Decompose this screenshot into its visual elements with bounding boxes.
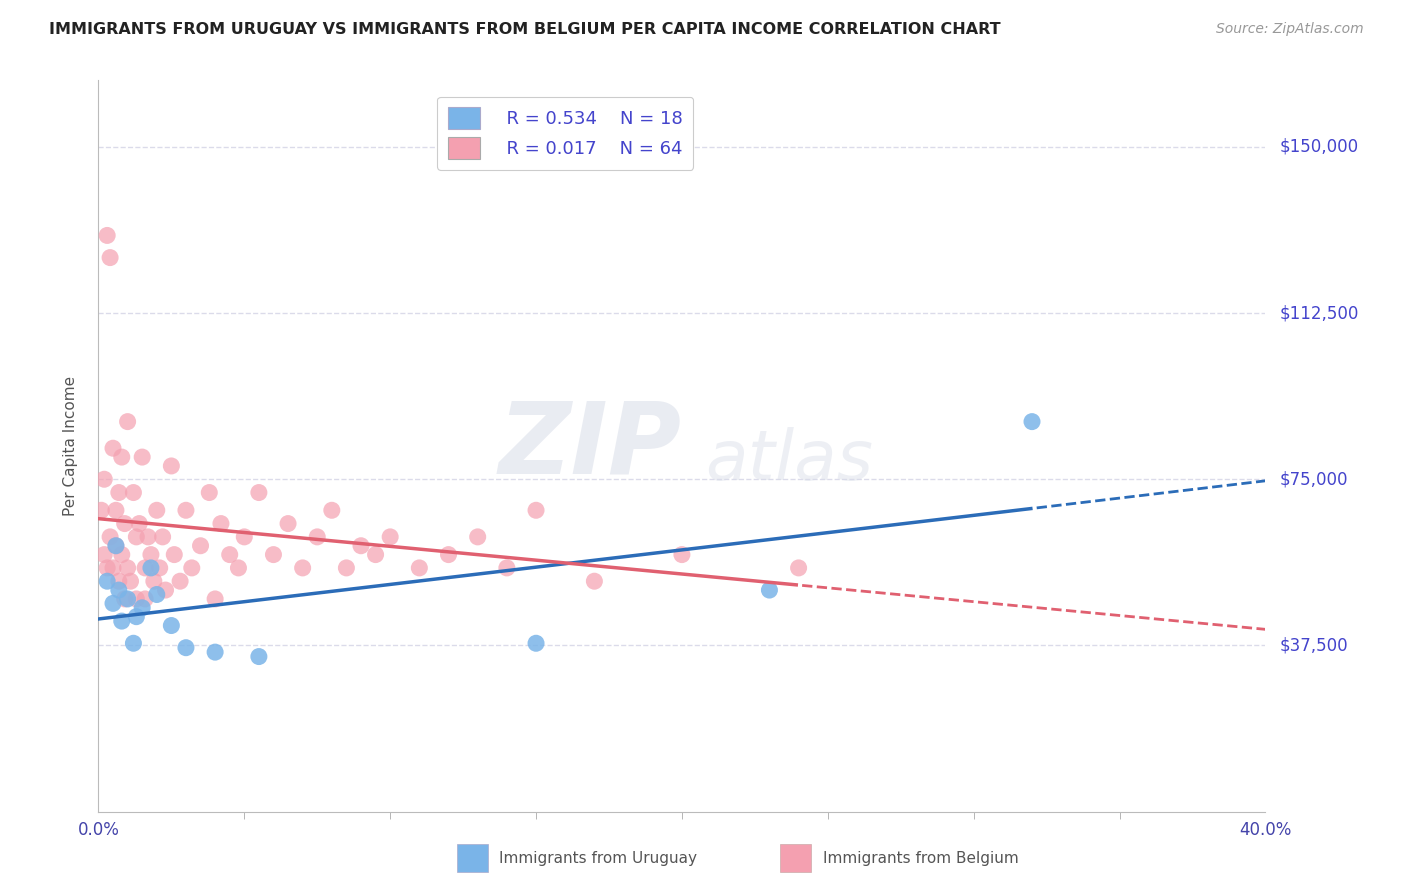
Point [139, 561, 162, 575]
Legend:   R = 0.534    N = 18,   R = 0.017    N = 64: R = 0.534 N = 18, R = 0.017 N = 64 [437, 96, 693, 169]
Point [524, 636, 547, 650]
Point [90, 503, 112, 517]
Point [120, 574, 142, 589]
Point [117, 591, 139, 606]
Point [160, 458, 183, 473]
Point [125, 530, 148, 544]
Point [134, 561, 156, 575]
Point [209, 516, 232, 531]
Point [96, 574, 118, 589]
Point [111, 614, 134, 628]
Point [321, 503, 343, 517]
Point [262, 548, 284, 562]
Point [96, 561, 118, 575]
Point [101, 441, 124, 455]
Point [125, 591, 148, 606]
Point [117, 561, 139, 575]
Point [111, 548, 134, 562]
Point [104, 539, 127, 553]
Point [364, 548, 387, 562]
Point [146, 503, 169, 517]
Point [174, 503, 197, 517]
Point [1021, 415, 1043, 429]
Point [335, 561, 357, 575]
Point [155, 583, 177, 598]
Point [96, 228, 118, 243]
Point [108, 485, 131, 500]
Point [671, 548, 693, 562]
Point [122, 485, 145, 500]
Text: Immigrants from Belgium: Immigrants from Belgium [823, 851, 1018, 865]
Point [247, 485, 270, 500]
Point [98, 530, 121, 544]
Point [408, 561, 430, 575]
Point [134, 591, 156, 606]
Point [190, 539, 212, 553]
Point [380, 530, 402, 544]
Point [104, 539, 127, 553]
Point [307, 530, 329, 544]
Point [524, 503, 547, 517]
Point [247, 649, 270, 664]
Point [131, 600, 153, 615]
Point [108, 574, 131, 589]
Text: $75,000: $75,000 [1279, 470, 1348, 488]
Point [233, 530, 256, 544]
Point [111, 450, 134, 464]
Text: IMMIGRANTS FROM URUGUAY VS IMMIGRANTS FROM BELGIUM PER CAPITA INCOME CORRELATION: IMMIGRANTS FROM URUGUAY VS IMMIGRANTS FR… [49, 22, 1001, 37]
Point [142, 574, 165, 589]
Point [101, 596, 124, 610]
Y-axis label: Per Capita Income: Per Capita Income [63, 376, 77, 516]
Point [583, 574, 606, 589]
Point [136, 530, 159, 544]
Point [169, 574, 191, 589]
Text: Source: ZipAtlas.com: Source: ZipAtlas.com [1216, 22, 1364, 37]
Point [114, 516, 136, 531]
Point [758, 583, 780, 598]
Text: $112,500: $112,500 [1279, 304, 1358, 322]
Point [114, 591, 136, 606]
Point [204, 645, 226, 659]
Point [160, 618, 183, 632]
Text: atlas: atlas [706, 427, 873, 494]
Point [163, 548, 186, 562]
Point [291, 561, 314, 575]
Point [104, 503, 127, 517]
Point [350, 539, 373, 553]
Point [139, 548, 162, 562]
Point [437, 548, 460, 562]
Point [101, 561, 124, 575]
Point [180, 561, 202, 575]
Point [117, 415, 139, 429]
Point [228, 561, 250, 575]
Point [93, 548, 115, 562]
Point [93, 472, 115, 486]
Text: Immigrants from Uruguay: Immigrants from Uruguay [499, 851, 697, 865]
Point [152, 530, 174, 544]
Text: ZIP: ZIP [499, 398, 682, 494]
Point [131, 450, 153, 464]
Point [98, 251, 121, 265]
Point [198, 485, 221, 500]
Point [218, 548, 240, 562]
Point [122, 636, 145, 650]
Point [108, 583, 131, 598]
Text: $37,500: $37,500 [1279, 637, 1348, 655]
Text: $150,000: $150,000 [1279, 137, 1358, 156]
Point [128, 516, 150, 531]
Point [149, 561, 172, 575]
Point [496, 561, 519, 575]
Point [204, 591, 226, 606]
Point [787, 561, 810, 575]
Point [174, 640, 197, 655]
Point [467, 530, 489, 544]
Point [146, 587, 169, 601]
Point [277, 516, 299, 531]
Point [125, 609, 148, 624]
